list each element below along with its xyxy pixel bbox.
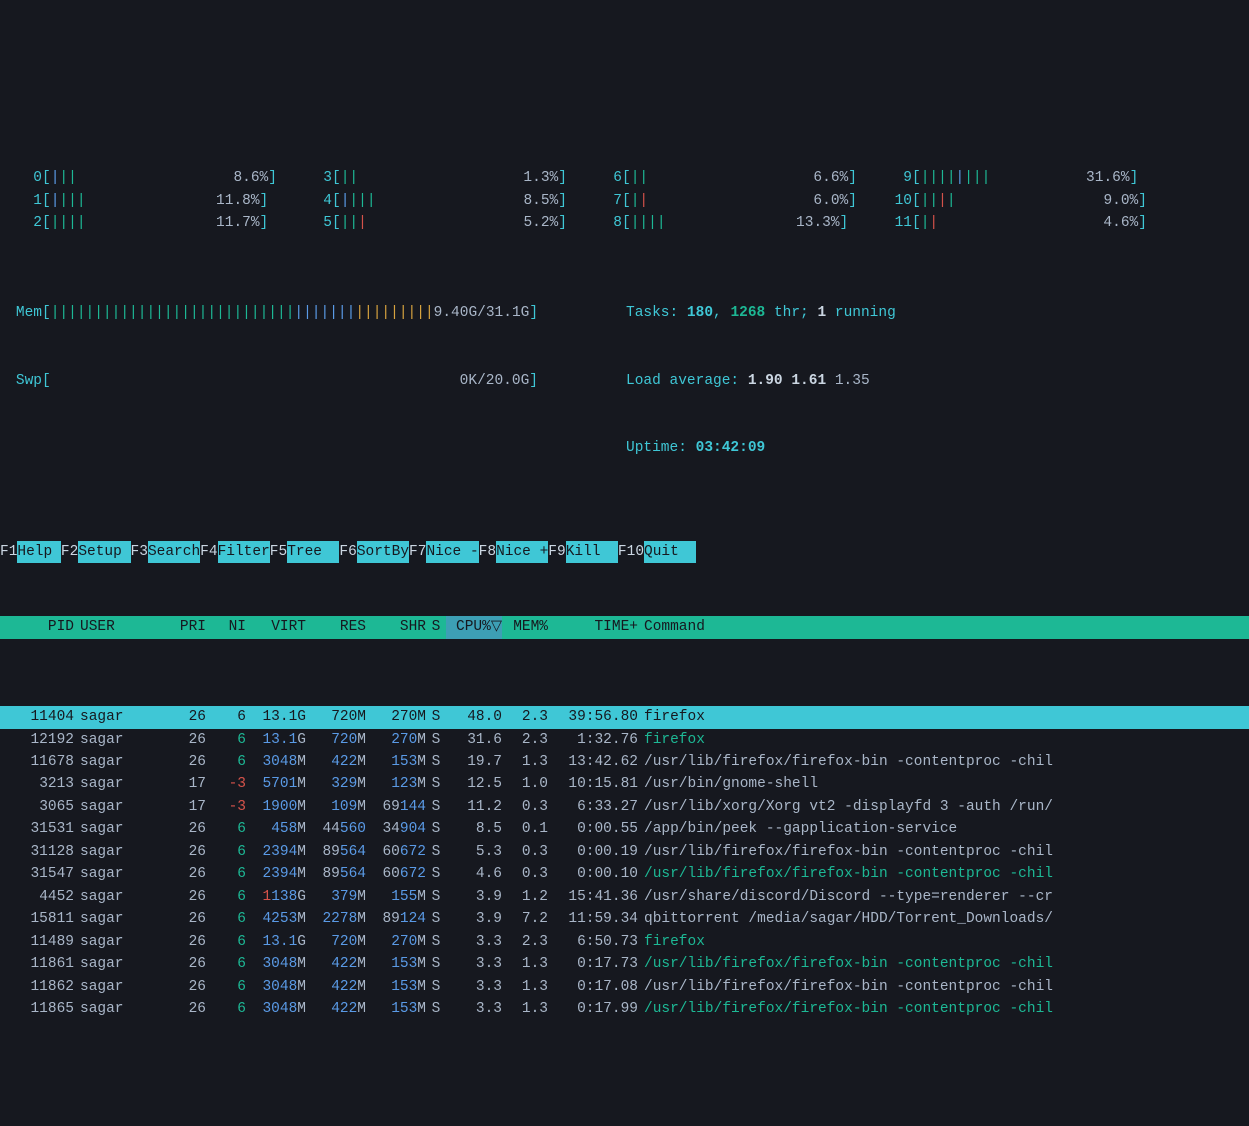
process-row[interactable]: 11865sagar2663048M422M153MS3.31.30:17.99… xyxy=(0,998,1249,1020)
process-row[interactable]: 31547sagar2662394M8956460672S4.60.30:00.… xyxy=(0,863,1249,885)
fkey-label-f3[interactable]: Search xyxy=(148,541,200,563)
col-time: TIME+ xyxy=(548,616,638,638)
function-bar[interactable]: F1Help F2Setup F3SearchF4FilterF5Tree F6… xyxy=(0,541,1249,563)
cpu-meters: 0[||| 8.6%] 3[|| 1.3%] 6[|| 6.6%] 9[||||… xyxy=(0,167,1249,234)
fkey-label-f4[interactable]: Filter xyxy=(218,541,270,563)
process-row[interactable]: 31128sagar2662394M8956460672S5.30.30:00.… xyxy=(0,841,1249,863)
cpu-meter-8: 8[|||| 13.3%] xyxy=(592,212,882,234)
fkey-f10[interactable]: F10 xyxy=(618,541,644,563)
cpu-meter-6: 6[|| 6.6%] xyxy=(592,167,882,189)
fkey-f9[interactable]: F9 xyxy=(548,541,565,563)
process-row[interactable]: 3065sagar17-31900M109M69144S11.20.36:33.… xyxy=(0,796,1249,818)
fkey-label-f8[interactable]: Nice + xyxy=(496,541,548,563)
fkey-f7[interactable]: F7 xyxy=(409,541,426,563)
load-line: Load average: 1.90 1.61 1.35 xyxy=(588,370,870,392)
cpu-meter-5: 5[||| 5.2%] xyxy=(302,212,592,234)
fkey-label-f1[interactable]: Help xyxy=(17,541,61,563)
cpu-meter-1: 1[|||| 11.8%] xyxy=(12,190,302,212)
cpu-meter-10: 10[|||| 9.0%] xyxy=(882,190,1172,212)
col-s: S xyxy=(426,616,446,638)
fkey-f8[interactable]: F8 xyxy=(479,541,496,563)
process-row[interactable]: 31531sagar266458M4456034904S8.50.10:00.5… xyxy=(0,818,1249,840)
process-header[interactable]: PID USER PRI NI VIRT RES SHR S CPU%▽ MEM… xyxy=(0,616,1249,638)
tasks-line: Tasks: 180, 1268 thr; 1 running xyxy=(588,302,896,324)
process-row[interactable]: 11862sagar2663048M422M153MS3.31.30:17.08… xyxy=(0,976,1249,998)
col-user: USER xyxy=(74,616,154,638)
process-row[interactable]: 4452sagar2661138G379M155MS3.91.215:41.36… xyxy=(0,886,1249,908)
swp-meter: Swp[ 0K/20.0G] xyxy=(12,370,588,392)
cpu-meter-7: 7[|| 6.0%] xyxy=(592,190,882,212)
col-mem: MEM% xyxy=(502,616,548,638)
process-row[interactable]: 12192sagar26613.1G720M270MS31.62.31:32.7… xyxy=(0,729,1249,751)
col-shr: SHR xyxy=(366,616,426,638)
cpu-meter-0: 0[||| 8.6%] xyxy=(12,167,302,189)
process-row[interactable]: 3213sagar17-35701M329M123MS12.51.010:15.… xyxy=(0,773,1249,795)
process-row[interactable]: 11678sagar2663048M422M153MS19.71.313:42.… xyxy=(0,751,1249,773)
fkey-f5[interactable]: F5 xyxy=(270,541,287,563)
col-pri: PRI xyxy=(154,616,206,638)
fkey-label-f9[interactable]: Kill xyxy=(566,541,618,563)
mem-swp-row: Mem[||||||||||||||||||||||||||||||||||||… xyxy=(0,302,1249,324)
col-pid: PID xyxy=(12,616,74,638)
process-row[interactable]: 11861sagar2663048M422M153MS3.31.30:17.73… xyxy=(0,953,1249,975)
fkey-label-f6[interactable]: SortBy xyxy=(357,541,409,563)
mem-meter: Mem[||||||||||||||||||||||||||||||||||||… xyxy=(12,302,588,324)
fkey-label-f7[interactable]: Nice - xyxy=(426,541,478,563)
fkey-f6[interactable]: F6 xyxy=(339,541,356,563)
col-ni: NI xyxy=(206,616,246,638)
cpu-meter-9: 9[|||||||| 31.6%] xyxy=(882,167,1172,189)
process-row[interactable]: 11404sagar26613.1G720M270MS48.02.339:56.… xyxy=(0,706,1249,728)
cpu-meter-11: 11[|| 4.6%] xyxy=(882,212,1172,234)
fkey-f2[interactable]: F2 xyxy=(61,541,78,563)
htop-terminal: 0[||| 8.6%] 3[|| 1.3%] 6[|| 6.6%] 9[||||… xyxy=(0,90,1249,1066)
col-cmd: Command xyxy=(638,616,1249,638)
cpu-meter-2: 2[|||| 11.7%] xyxy=(12,212,302,234)
fkey-label-f5[interactable]: Tree xyxy=(287,541,339,563)
fkey-f3[interactable]: F3 xyxy=(131,541,148,563)
cpu-meter-4: 4[|||| 8.5%] xyxy=(302,190,592,212)
col-res: RES xyxy=(306,616,366,638)
fkey-f1[interactable]: F1 xyxy=(0,541,17,563)
col-cpu: CPU%▽ xyxy=(446,616,502,638)
fkey-label-f2[interactable]: Setup xyxy=(78,541,130,563)
process-row[interactable]: 15811sagar2664253M2278M89124S3.97.211:59… xyxy=(0,908,1249,930)
col-virt: VIRT xyxy=(246,616,306,638)
cpu-meter-3: 3[|| 1.3%] xyxy=(302,167,592,189)
fkey-f4[interactable]: F4 xyxy=(200,541,217,563)
process-list[interactable]: 11404sagar26613.1G720M270MS48.02.339:56.… xyxy=(0,706,1249,1021)
uptime-line: Uptime: 03:42:09 xyxy=(588,437,765,459)
fkey-label-f10[interactable]: Quit xyxy=(644,541,696,563)
process-row[interactable]: 11489sagar26613.1G720M270MS3.32.36:50.73… xyxy=(0,931,1249,953)
